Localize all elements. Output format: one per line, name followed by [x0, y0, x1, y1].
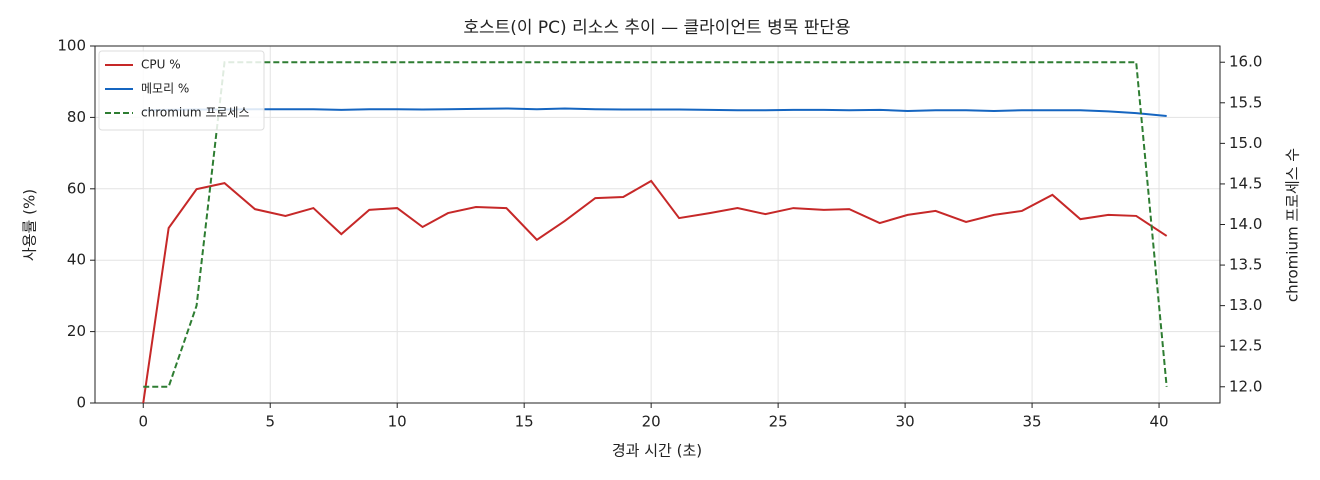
y2-tick-label: 14.0 — [1229, 215, 1262, 233]
x-tick-label: 30 — [896, 413, 915, 431]
x-tick-label: 10 — [388, 413, 407, 431]
y-tick-label: 80 — [67, 108, 86, 126]
x-tick-label: 35 — [1023, 413, 1042, 431]
y2-tick-label: 15.0 — [1229, 134, 1262, 152]
x-tick-label: 15 — [515, 413, 534, 431]
y-tick-label: 100 — [57, 37, 86, 55]
x-tick-label: 40 — [1150, 413, 1169, 431]
x-tick-label: 20 — [642, 413, 661, 431]
x-tick-label: 25 — [769, 413, 788, 431]
x-tick-label: 0 — [138, 413, 148, 431]
y2-tick-label: 14.5 — [1229, 174, 1262, 192]
y2-tick-label: 12.0 — [1229, 377, 1262, 395]
chart-title: 호스트(이 PC) 리소스 추이 — 클라이언트 병목 판단용 — [463, 18, 850, 38]
y-tick-label: 60 — [67, 179, 86, 197]
y2-tick-label: 13.5 — [1229, 256, 1262, 274]
y2-tick-label: 15.5 — [1229, 93, 1262, 111]
y2-tick-label: 13.0 — [1229, 296, 1262, 314]
y2-axis-label: chromium 프로세스 수 — [1284, 148, 1302, 302]
x-axis-label: 경과 시간 (초) — [612, 442, 702, 460]
series-line — [143, 107, 1167, 117]
series-line — [142, 179, 1168, 404]
legend-box — [98, 50, 265, 131]
series-line — [143, 61, 1168, 388]
y-tick-label: 0 — [76, 394, 86, 412]
legend-label: CPU % — [141, 58, 181, 72]
legend-label: chromium 프로세스 — [141, 106, 250, 120]
y-tick-label: 20 — [67, 322, 86, 340]
legend: CPU % 메모리 % chromium 프로세스 — [98, 50, 265, 131]
legend-label: 메모리 % — [141, 82, 189, 96]
y2-tick-label: 16.0 — [1229, 53, 1262, 71]
x-tick-label: 5 — [265, 413, 275, 431]
y-axis-label: 사용률 (%) — [21, 189, 39, 261]
y2-tick-label: 12.5 — [1229, 337, 1262, 355]
plot-frame — [94, 45, 1221, 404]
y-tick-label: 40 — [67, 251, 86, 269]
